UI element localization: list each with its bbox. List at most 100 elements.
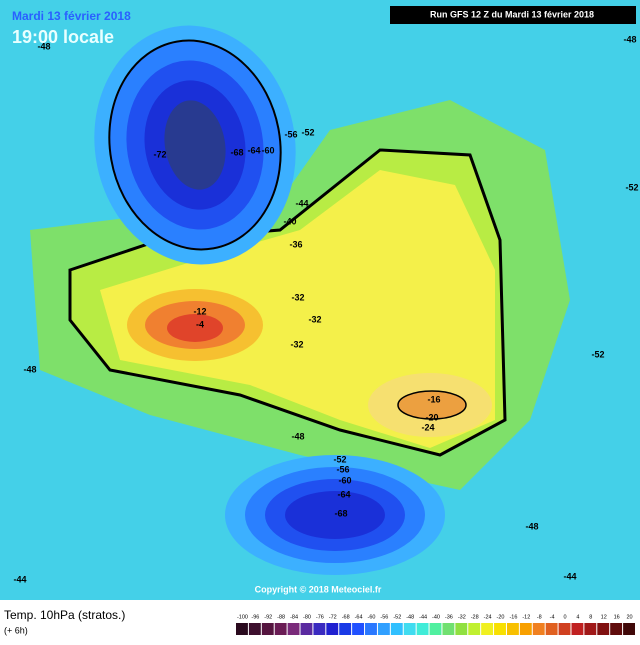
legend-swatch xyxy=(610,623,623,635)
legend-label: -28 xyxy=(471,614,479,620)
contour-label: -68 xyxy=(230,147,243,157)
contour-label: -60 xyxy=(261,145,274,155)
legend-label: -76 xyxy=(316,614,324,620)
legend-label: 4 xyxy=(576,614,579,620)
contour-label: -12 xyxy=(193,306,206,316)
legend-label: -40 xyxy=(432,614,440,620)
legend-swatch xyxy=(429,623,442,635)
contour-label: -48 xyxy=(37,41,50,51)
legend-swatch xyxy=(236,623,248,635)
legend-swatch xyxy=(455,623,468,635)
legend-swatch xyxy=(300,623,313,635)
contour-label: -48 xyxy=(623,34,636,44)
run: Run GFS 12 Z du Mardi 13 février 2018 xyxy=(430,9,594,19)
legend-label: -84 xyxy=(290,614,298,620)
legend-label: -32 xyxy=(458,614,466,620)
legend-label: -20 xyxy=(497,614,505,620)
contour-label: -48 xyxy=(291,431,304,441)
copyright: Copyright © 2018 Meteociel.fr xyxy=(255,584,382,594)
legend-swatch xyxy=(248,623,261,635)
contour-label: -52 xyxy=(591,349,604,359)
legend-swatch xyxy=(326,623,339,635)
legend-swatch xyxy=(506,623,519,635)
legend-label: -96 xyxy=(251,614,259,620)
legend-swatch xyxy=(519,623,532,635)
contour-label: -24 xyxy=(421,422,434,432)
legend-swatch xyxy=(377,623,390,635)
contour-label: -4 xyxy=(196,319,204,329)
contour-label: -36 xyxy=(289,239,302,249)
contour-label: -56 xyxy=(336,464,349,474)
contour-label: -56 xyxy=(284,129,297,139)
legend-swatch xyxy=(442,623,455,635)
contour-label: -48 xyxy=(525,521,538,531)
contour-label: -44 xyxy=(295,198,308,208)
contour-label: -16 xyxy=(427,394,440,404)
contour-label: -60 xyxy=(338,475,351,485)
legend-swatch xyxy=(313,623,326,635)
legend-swatch xyxy=(597,623,610,635)
contour-label: -44 xyxy=(13,574,26,584)
legend-swatch xyxy=(558,623,571,635)
legend-label: -4 xyxy=(550,614,555,620)
legend-swatch xyxy=(403,623,416,635)
legend-swatch xyxy=(494,623,506,635)
cold-area xyxy=(285,491,385,539)
legend-label: -16 xyxy=(509,614,517,620)
run-box xyxy=(390,6,636,24)
legend-label: -88 xyxy=(277,614,285,620)
contour-label: -20 xyxy=(425,412,438,422)
contour-label: -32 xyxy=(291,292,304,302)
legend-swatch xyxy=(623,623,635,635)
contour-label: -72 xyxy=(153,149,166,159)
legend-swatch xyxy=(481,623,494,635)
legend-swatch xyxy=(532,623,545,635)
contour-label: -52 xyxy=(333,454,346,464)
legend-label: -44 xyxy=(419,614,427,620)
legend-label: 20 xyxy=(626,614,632,620)
legend-swatch xyxy=(274,623,287,635)
legend-swatch xyxy=(468,623,481,635)
legend-label: -92 xyxy=(264,614,272,620)
contour-label: -44 xyxy=(563,571,576,581)
legend-label: 12 xyxy=(601,614,607,620)
legend-swatch xyxy=(571,623,584,635)
legend-label: -64 xyxy=(355,614,363,620)
warm-area xyxy=(397,390,467,420)
legend-swatch xyxy=(390,623,403,635)
legend-swatch xyxy=(545,623,558,635)
legend-swatch xyxy=(365,623,377,635)
legend-label: -8 xyxy=(537,614,542,620)
legend-label: -68 xyxy=(342,614,350,620)
contour-label: -32 xyxy=(290,339,303,349)
legend-label: 8 xyxy=(589,614,592,620)
legend-label: -24 xyxy=(484,614,492,620)
date: Mardi 13 février 2018 xyxy=(12,9,131,23)
contour-label: -64 xyxy=(337,489,350,499)
contour-label: -32 xyxy=(308,314,321,324)
legend-label: -80 xyxy=(303,614,311,620)
legend-label: -100 xyxy=(237,614,248,620)
legend-swatch xyxy=(339,623,352,635)
legend-swatch xyxy=(352,623,365,635)
footer-title: Temp. 10hPa (stratos.) xyxy=(4,608,125,622)
legend-label: -36 xyxy=(445,614,453,620)
footer-step: (+ 6h) xyxy=(4,625,28,635)
legend-label: -48 xyxy=(406,614,414,620)
legend-label: -12 xyxy=(522,614,530,620)
warm-area xyxy=(167,314,223,342)
contour-label: -48 xyxy=(23,364,36,374)
contour-label: -40 xyxy=(283,216,296,226)
legend-label: -60 xyxy=(368,614,376,620)
contour-label: -68 xyxy=(334,508,347,518)
legend-swatch xyxy=(416,623,429,635)
legend-label: 0 xyxy=(564,614,567,620)
legend-swatch xyxy=(287,623,300,635)
contour-label: -52 xyxy=(625,182,638,192)
contour-label: -64 xyxy=(247,145,260,155)
time: 19:00 locale xyxy=(12,27,114,47)
legend-label: -52 xyxy=(393,614,401,620)
cold-area xyxy=(164,100,226,190)
legend-swatch xyxy=(584,623,597,635)
